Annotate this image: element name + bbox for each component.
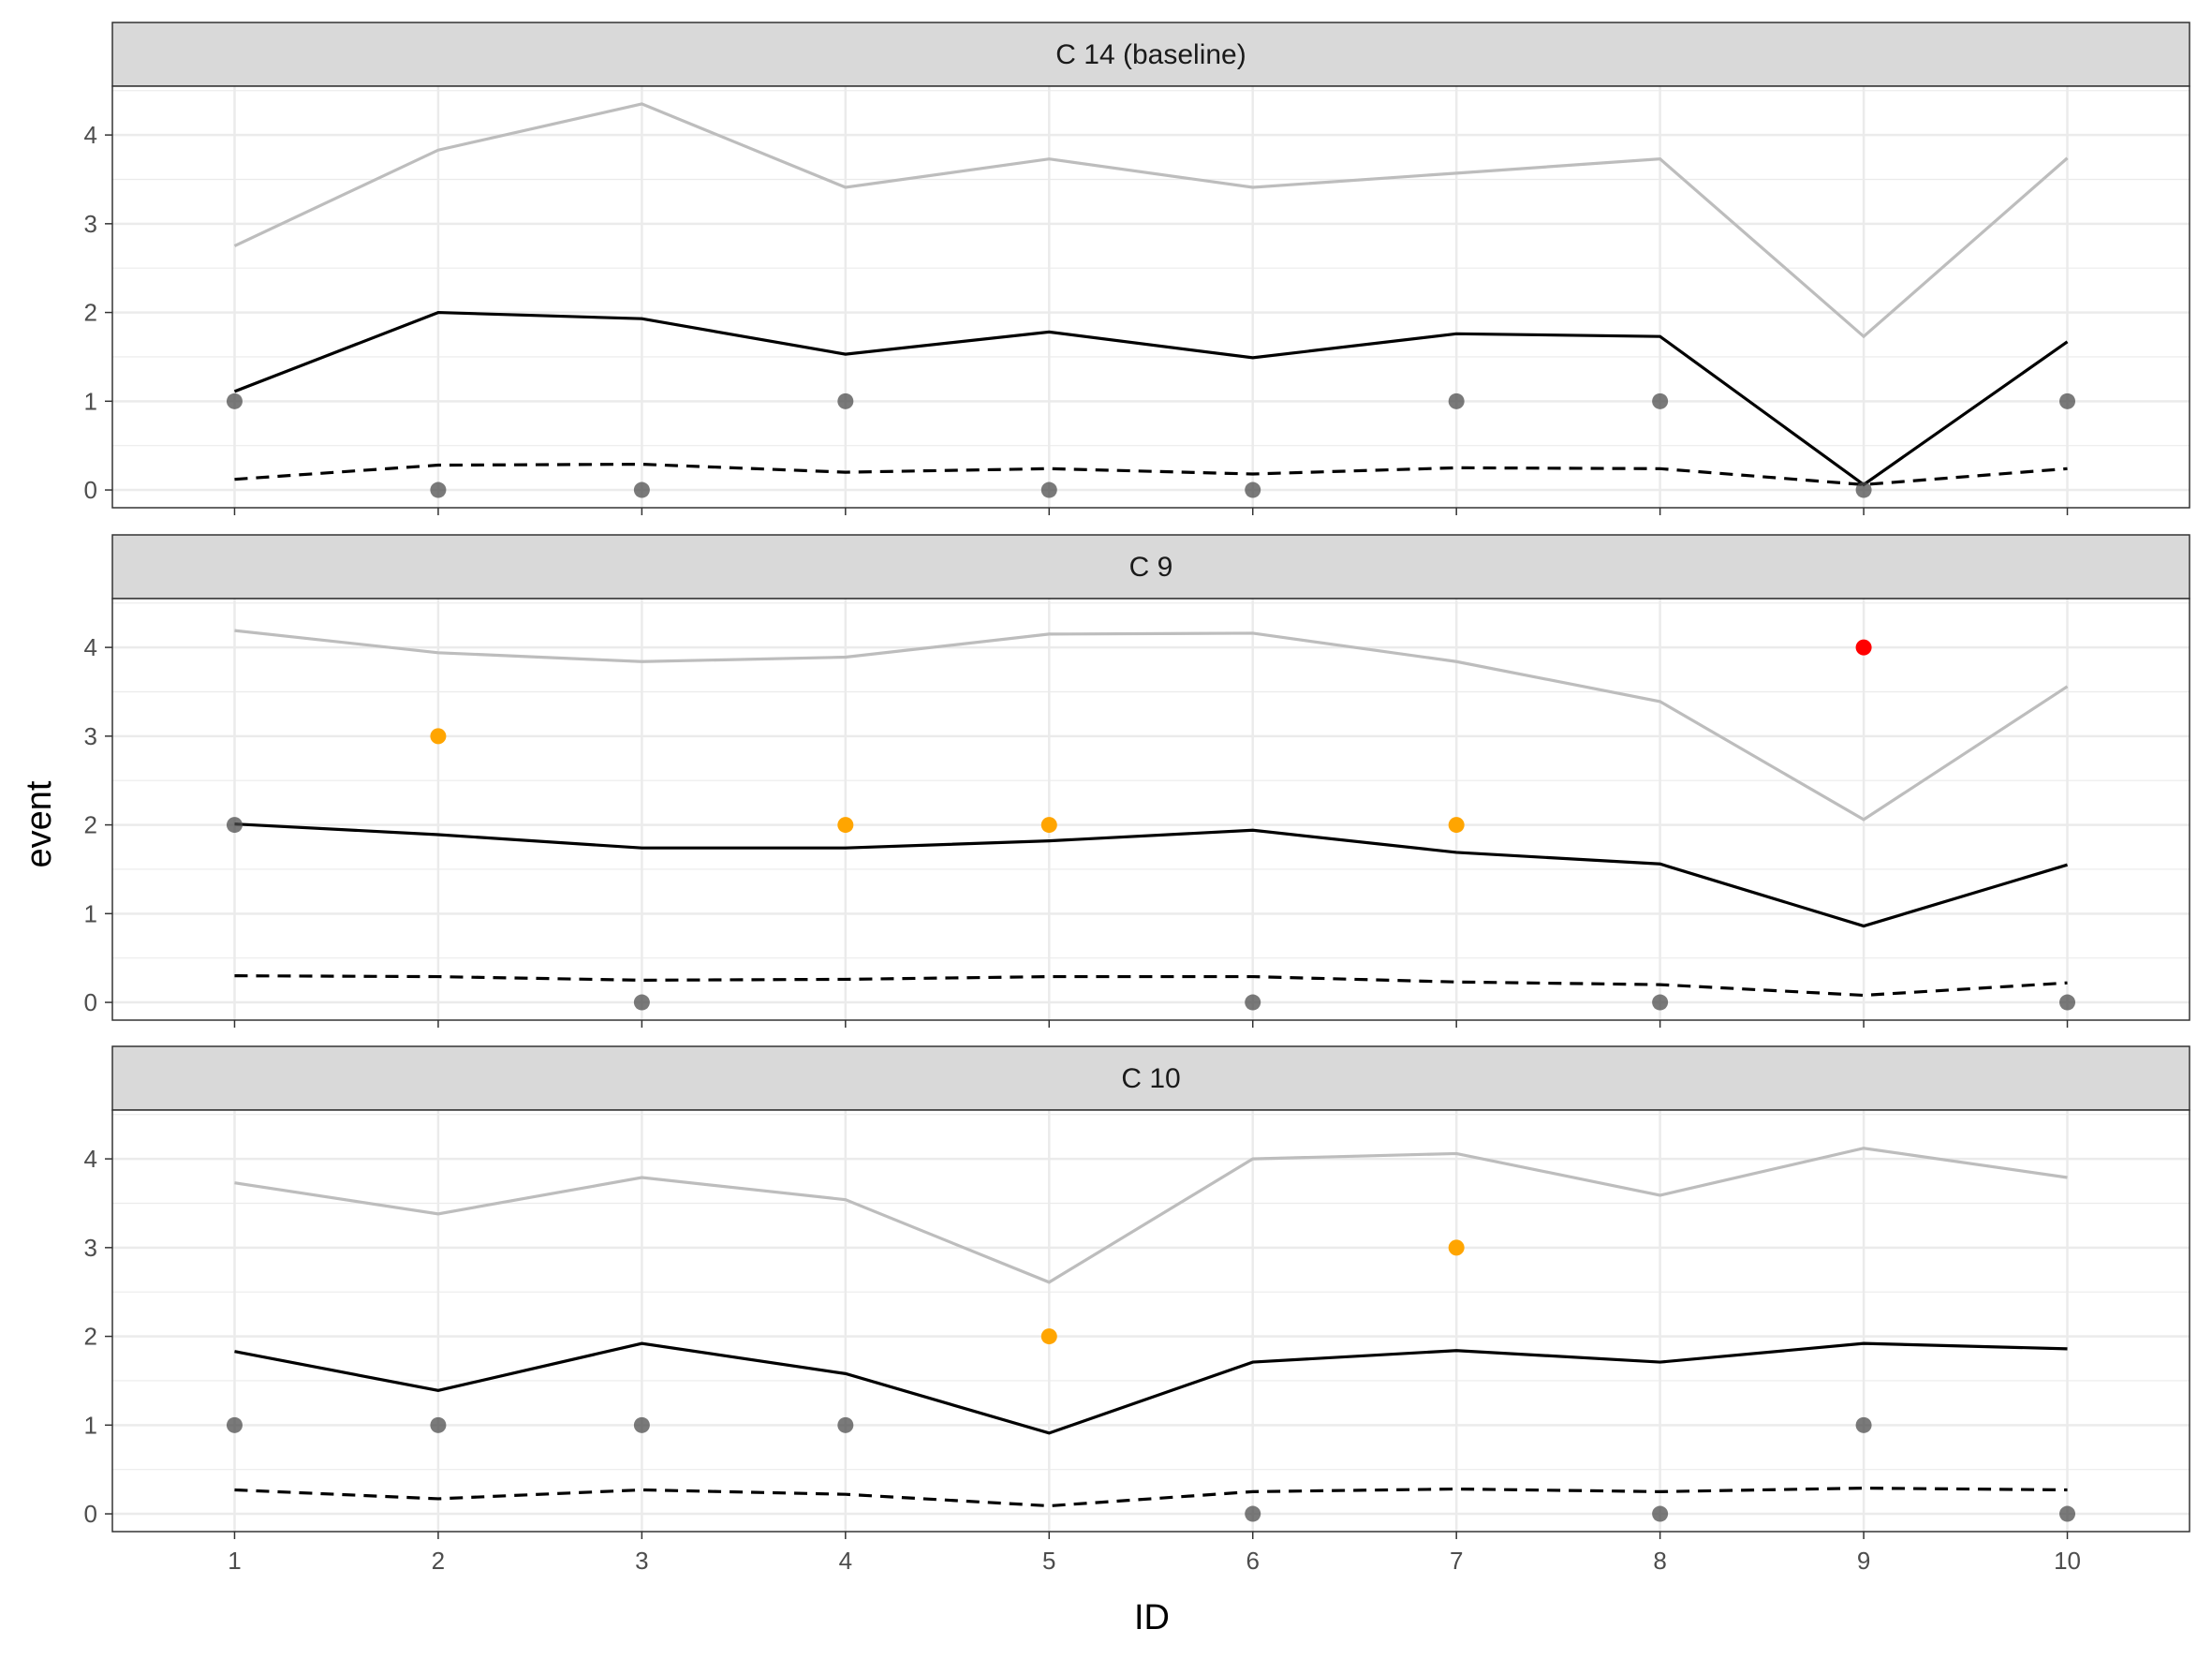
y-tick-label: 1 bbox=[84, 1411, 97, 1439]
event-point bbox=[1040, 481, 1057, 498]
event-point bbox=[633, 994, 650, 1011]
y-tick-label: 2 bbox=[84, 299, 97, 327]
event-point bbox=[1245, 994, 1261, 1011]
x-tick-label: 5 bbox=[1042, 1547, 1055, 1575]
y-tick-label: 2 bbox=[84, 811, 97, 839]
event-point bbox=[1652, 1505, 1669, 1522]
y-tick-label: 3 bbox=[84, 1234, 97, 1262]
event-point bbox=[226, 817, 243, 834]
panel-strip-label: C 10 bbox=[1121, 1063, 1180, 1094]
panel-2: C 9 0 1 2 3 4 bbox=[84, 534, 2190, 1028]
series-mean-line bbox=[234, 1341, 2068, 1435]
event-point bbox=[1652, 994, 1669, 1011]
x-tick-label: 10 bbox=[2054, 1547, 2081, 1575]
y-tick-label: 0 bbox=[84, 1500, 97, 1528]
y-tick-label: 1 bbox=[84, 387, 97, 415]
event-point bbox=[2059, 1505, 2076, 1522]
event-point bbox=[1040, 817, 1057, 834]
panel-border bbox=[111, 85, 2190, 509]
panel-border bbox=[111, 1109, 2190, 1533]
series-upper-line bbox=[234, 1147, 2068, 1284]
event-point bbox=[837, 817, 854, 834]
panel-strip-label: C 14 (baseline) bbox=[1055, 39, 1246, 70]
y-tick-label: 3 bbox=[84, 210, 97, 238]
x-tick-label: 1 bbox=[228, 1547, 241, 1575]
event-point bbox=[1448, 393, 1465, 409]
panel-strip bbox=[111, 534, 2190, 600]
event-point bbox=[1855, 481, 1872, 498]
event-point bbox=[1652, 393, 1669, 409]
series-lower-line bbox=[234, 462, 2068, 486]
x-tick-label: 9 bbox=[1857, 1547, 1870, 1575]
panels-layer: C 14 (baseline) 0 1 2 3 4 C 9 0 1 2 3 4 C 10 0 1 2 3 4 bbox=[84, 22, 2190, 1539]
event-point bbox=[1448, 817, 1465, 834]
event-point bbox=[2059, 393, 2076, 409]
panel-border bbox=[111, 598, 2190, 1021]
event-point bbox=[2059, 994, 2076, 1011]
event-point bbox=[837, 393, 854, 409]
y-tick-label: 4 bbox=[84, 633, 97, 661]
panel-background bbox=[112, 86, 2190, 508]
panel-strip-label: C 9 bbox=[1129, 552, 1173, 583]
y-tick-label: 0 bbox=[84, 988, 97, 1016]
series-mean-line bbox=[234, 822, 2068, 928]
event-point bbox=[1245, 1505, 1261, 1522]
x-tick-label: 4 bbox=[839, 1547, 852, 1575]
event-point bbox=[1855, 1416, 1872, 1433]
event-point bbox=[430, 481, 447, 498]
panel-strip bbox=[111, 22, 2190, 87]
x-axis: 1 2 3 4 5 6 7 8 9 10 bbox=[228, 1547, 2081, 1575]
event-point bbox=[1245, 481, 1261, 498]
panel-3: C 10 0 1 2 3 4 bbox=[84, 1045, 2190, 1539]
event-point bbox=[1855, 639, 1872, 656]
y-tick-label: 2 bbox=[84, 1323, 97, 1351]
x-tick-label: 2 bbox=[432, 1547, 445, 1575]
series-mean-line bbox=[233, 310, 2069, 487]
event-point bbox=[1040, 1328, 1057, 1345]
event-point bbox=[1448, 1239, 1465, 1256]
y-axis-title: event bbox=[20, 780, 59, 867]
event-point bbox=[430, 1416, 447, 1433]
y-tick-label: 4 bbox=[84, 121, 97, 149]
series-lower-line bbox=[234, 974, 2068, 998]
event-point bbox=[430, 728, 447, 745]
y-tick-label: 4 bbox=[84, 1145, 97, 1173]
y-tick-label: 1 bbox=[84, 899, 97, 927]
panel-background bbox=[112, 1110, 2190, 1532]
event-point bbox=[226, 393, 243, 409]
x-tick-label: 8 bbox=[1653, 1547, 1666, 1575]
y-tick-label: 0 bbox=[84, 476, 97, 504]
series-upper-line bbox=[233, 102, 2069, 339]
x-axis-title: ID bbox=[1134, 1598, 1170, 1637]
series-upper-line bbox=[234, 629, 2069, 822]
event-point bbox=[633, 1416, 650, 1433]
x-tick-label: 7 bbox=[1450, 1547, 1463, 1575]
x-tick-label: 3 bbox=[635, 1547, 648, 1575]
series-lower-line bbox=[234, 1486, 2068, 1508]
event-point bbox=[837, 1416, 854, 1433]
y-tick-label: 3 bbox=[84, 722, 97, 750]
event-point bbox=[633, 481, 650, 498]
x-tick-label: 6 bbox=[1246, 1547, 1259, 1575]
event-point bbox=[226, 1416, 243, 1433]
panel-strip bbox=[111, 1045, 2190, 1111]
panel-1: C 14 (baseline) 0 1 2 3 4 bbox=[84, 22, 2190, 515]
